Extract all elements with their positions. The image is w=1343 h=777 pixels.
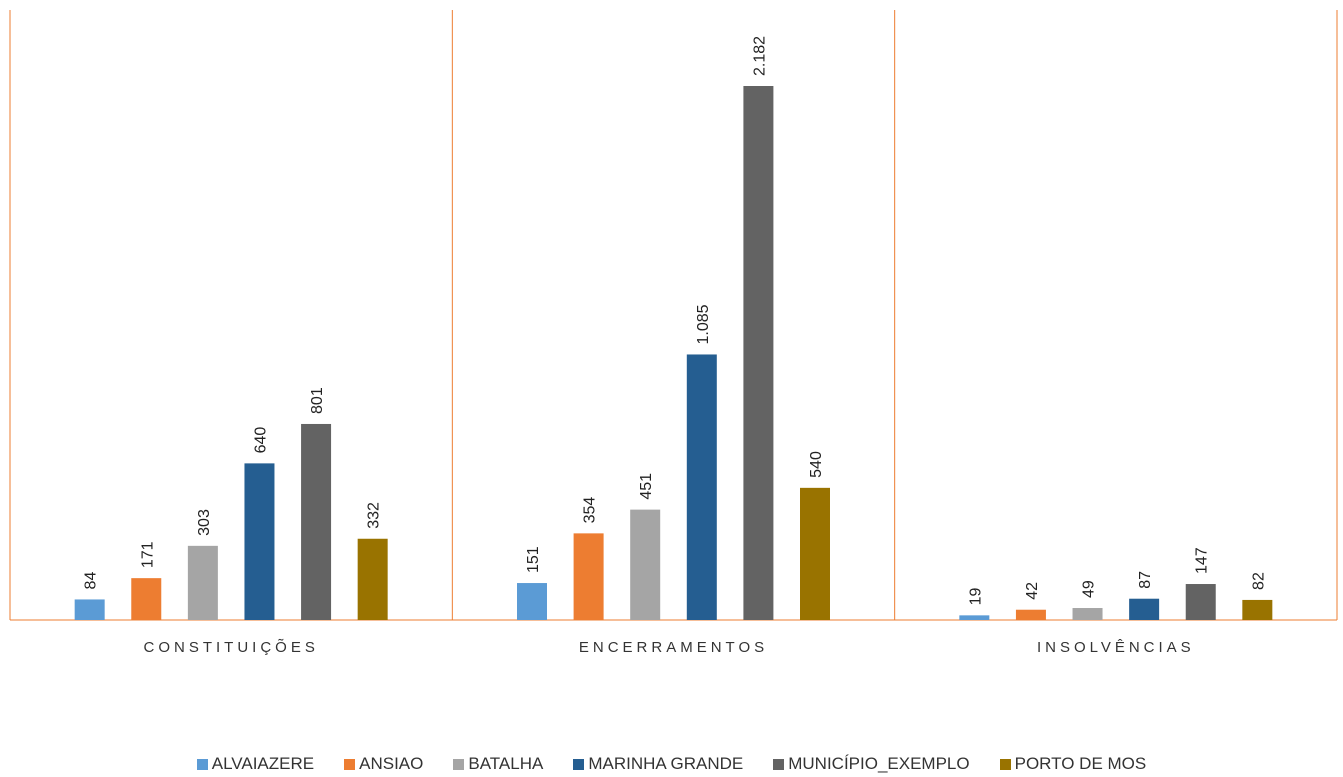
legend-item: MUNICÍPIO_EXEMPLO — [773, 754, 970, 774]
legend-label: MUNICÍPIO_EXEMPLO — [788, 754, 970, 773]
legend-item: ANSIAO — [344, 754, 423, 774]
bar — [1129, 598, 1160, 620]
legend-label: MARINHA GRANDE — [588, 754, 744, 773]
legend-item: BATALHA — [453, 754, 543, 774]
data-label: 1.085 — [695, 304, 712, 344]
legend-swatch — [453, 758, 465, 770]
legend-swatch — [573, 758, 585, 770]
bar — [131, 578, 162, 620]
data-label: 451 — [638, 473, 655, 500]
category-label: INSOLVÊNCIAS — [1037, 639, 1195, 656]
legend-swatch — [344, 758, 356, 770]
bar — [959, 615, 990, 620]
legend-swatch — [773, 758, 785, 770]
data-label: 354 — [582, 497, 599, 524]
category-label: CONSTITUIÇÕES — [143, 639, 318, 656]
legend-swatch — [999, 758, 1011, 770]
data-label: 49 — [1081, 580, 1098, 598]
data-label: 801 — [309, 387, 326, 414]
legend-label: BATALHA — [468, 754, 544, 773]
bar — [686, 354, 717, 620]
bar — [187, 545, 218, 620]
legend-label: PORTO DE MOS — [1014, 754, 1147, 773]
data-label: 540 — [808, 451, 825, 478]
data-label: 19 — [967, 587, 984, 605]
data-label: 640 — [252, 427, 269, 454]
legend-label: ANSIAO — [359, 754, 424, 773]
bar — [1185, 584, 1216, 620]
data-label: 82 — [1250, 572, 1267, 590]
legend-item: MARINHA GRANDE — [573, 754, 743, 774]
legend-item: PORTO DE MOS — [999, 754, 1147, 774]
data-label: 171 — [139, 541, 156, 568]
bar — [301, 423, 332, 620]
data-label: 303 — [196, 509, 213, 536]
bar — [1242, 599, 1273, 620]
category-label: ENCERRAMENTOS — [579, 639, 768, 656]
data-label: 42 — [1024, 582, 1041, 600]
bar — [630, 509, 661, 620]
legend-label: ALVAIAZERE — [211, 754, 315, 773]
bar — [573, 533, 604, 620]
legend-item: ALVAIAZERE — [196, 754, 315, 774]
data-label: 87 — [1137, 571, 1154, 589]
data-label: 147 — [1194, 547, 1211, 574]
bar — [244, 463, 275, 620]
bar — [517, 583, 547, 620]
data-label: 332 — [366, 502, 383, 529]
data-label: 2.182 — [751, 36, 768, 76]
bar — [800, 487, 830, 620]
data-label: 84 — [83, 572, 100, 590]
chart-legend: ALVAIAZERE ANSIAO BATALHA MARINHA GRANDE MUN… — [0, 752, 1343, 776]
data-label: 151 — [525, 546, 542, 573]
bar — [743, 86, 774, 620]
bar — [357, 538, 388, 620]
bar — [1072, 608, 1103, 620]
bar — [74, 599, 105, 620]
legend-swatch — [196, 758, 208, 770]
bar — [1015, 609, 1046, 620]
